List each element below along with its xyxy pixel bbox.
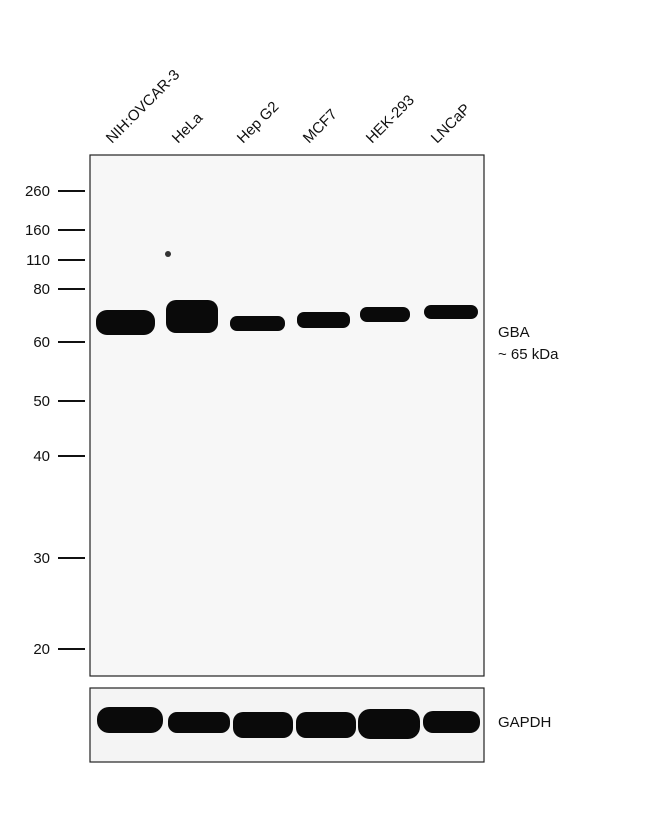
lane-label: HEK-293 [363,92,418,147]
lane-label: Hep G2 [234,98,283,147]
lane-label: HeLa [169,109,207,147]
band [360,307,410,322]
band [358,709,420,739]
band [97,707,163,733]
band [168,712,230,733]
band [233,712,293,738]
band [96,310,155,335]
marker-label: 30 [33,550,50,567]
marker-label: 20 [33,641,50,658]
loading-control: GAPDH [498,714,551,731]
gapdh-bands [97,707,480,739]
marker-label: 40 [33,448,50,465]
target-name: GBA [498,324,530,341]
marker-label: 110 [26,252,50,269]
lane-label: LNCaP [428,101,474,147]
band [424,305,478,319]
band [166,300,218,333]
main-blot [89,154,485,677]
marker-label: 80 [33,281,50,298]
target-size: ~ 65 kDa [498,346,559,363]
lane-label: MCF7 [300,106,341,147]
marker-label: 260 [25,183,50,200]
band [297,312,350,328]
band [423,711,480,733]
band [230,316,285,331]
marker-label: 60 [33,334,50,351]
speck [165,251,171,257]
marker-label: 160 [25,222,50,239]
marker-label: 50 [33,393,50,410]
gba-bands [96,251,478,335]
band [296,712,356,738]
